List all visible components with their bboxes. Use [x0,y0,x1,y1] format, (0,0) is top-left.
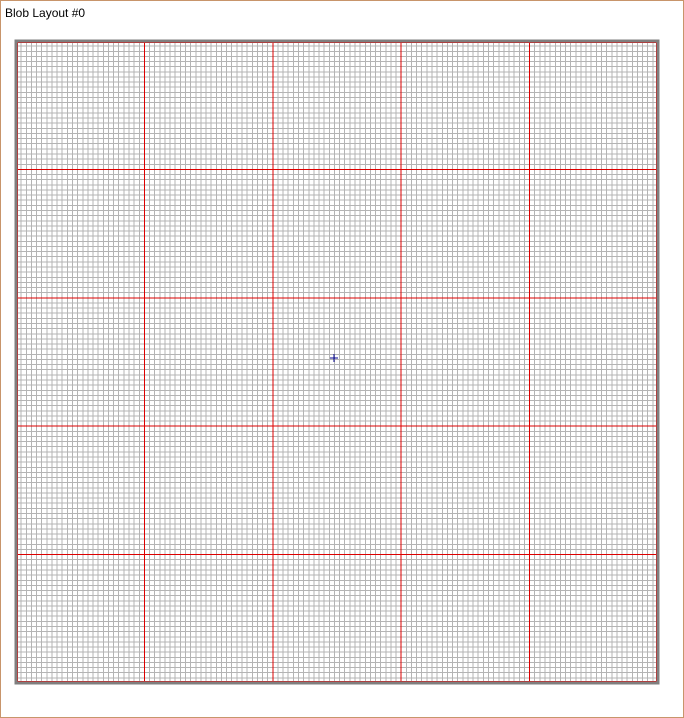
major-grid-lines [16,41,658,683]
fine-grid-lines [16,41,658,683]
canvas-border [14,39,660,685]
window-title: Blob Layout #0 [5,6,86,20]
plus-marker-icon [330,354,338,362]
